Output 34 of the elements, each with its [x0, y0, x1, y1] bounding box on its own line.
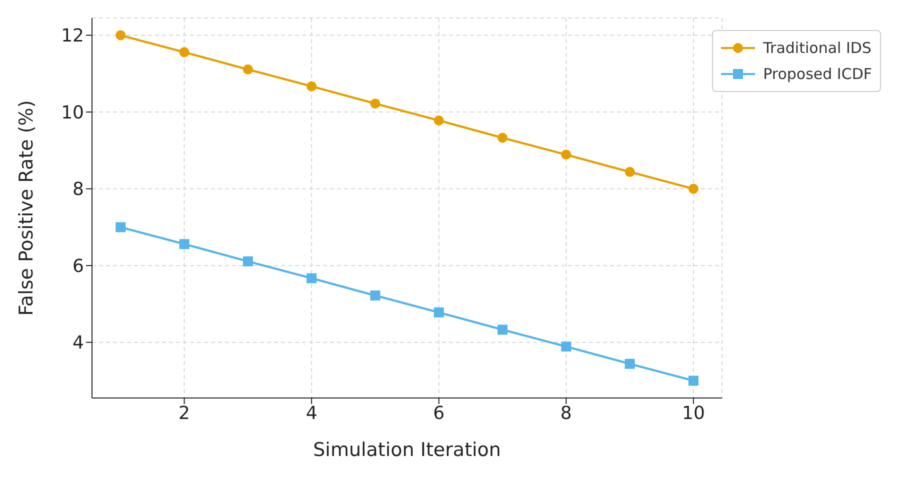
- y-tick-label: 6: [72, 256, 84, 277]
- y-tick-label: 12: [61, 26, 84, 47]
- point: [179, 47, 190, 58]
- point: [688, 376, 698, 386]
- y-tick-label: 4: [72, 332, 84, 354]
- point: [370, 290, 380, 301]
- legend-label: Traditional IDS: [763, 39, 872, 57]
- point: [498, 132, 508, 143]
- point: [434, 115, 444, 126]
- point: [688, 184, 698, 194]
- point: [498, 324, 508, 335]
- x-tick-label: 2: [178, 402, 190, 424]
- point: [242, 64, 253, 74]
- point: [561, 342, 572, 352]
- point: [434, 307, 444, 318]
- point: [370, 98, 380, 109]
- x-tick-label: 6: [433, 402, 445, 424]
- point: [306, 273, 317, 284]
- x-tick-label: 10: [682, 402, 705, 424]
- y-axis-title: False Positive Rate (%): [16, 100, 38, 316]
- point: [306, 81, 317, 92]
- point: [624, 166, 635, 177]
- x-axis-title: Simulation Iteration: [313, 439, 501, 461]
- point: [116, 222, 126, 232]
- y-tick-label: 8: [72, 179, 84, 200]
- point: [242, 256, 253, 266]
- x-tick-label: 8: [560, 402, 572, 424]
- point: [116, 30, 126, 40]
- legend-label: Proposed ICDF: [763, 65, 872, 83]
- point: [179, 239, 190, 250]
- point: [624, 358, 635, 369]
- x-tick-label: 4: [306, 402, 318, 424]
- y-tick-label: 10: [61, 102, 84, 124]
- point: [561, 150, 572, 160]
